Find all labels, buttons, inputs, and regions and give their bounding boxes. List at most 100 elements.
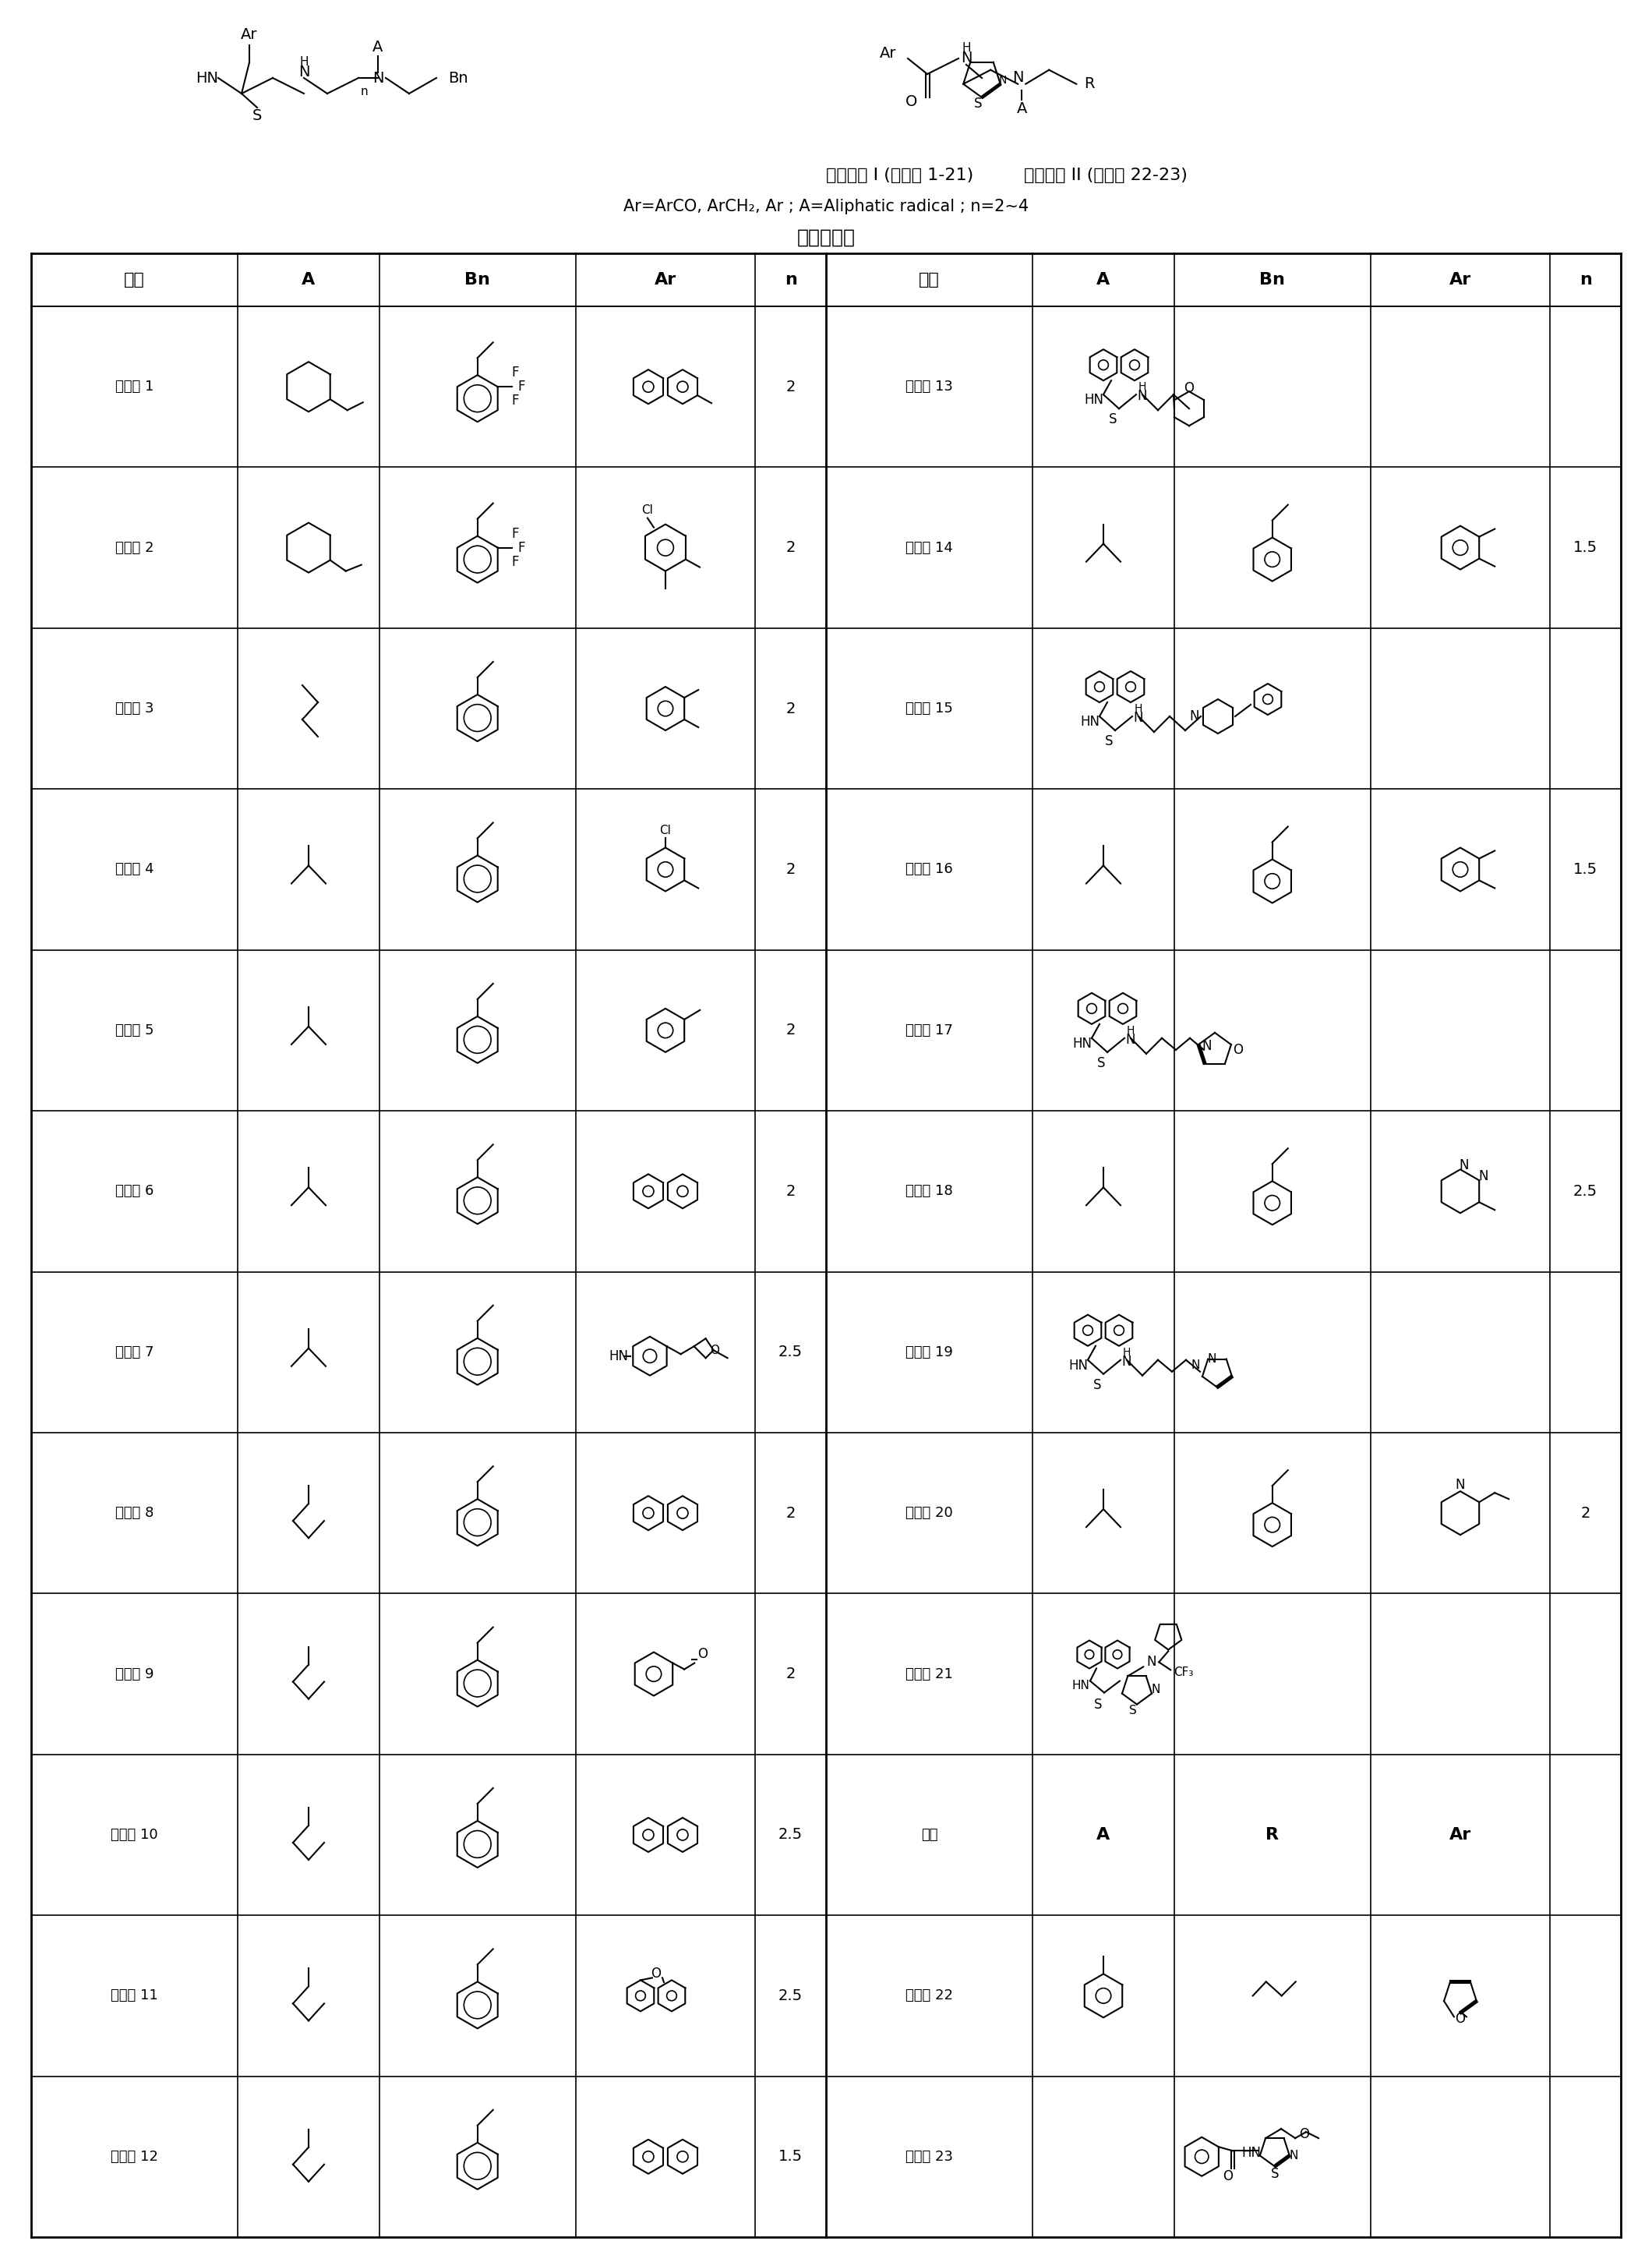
Text: O: O <box>697 1648 707 1661</box>
Text: 化合物 8: 化合物 8 <box>116 1506 154 1520</box>
Text: H: H <box>1127 1025 1135 1036</box>
Text: 样品: 样品 <box>920 1828 938 1841</box>
Text: N: N <box>1203 1039 1213 1052</box>
Text: N: N <box>1189 710 1199 724</box>
Text: 样品: 样品 <box>124 272 145 288</box>
Text: 2: 2 <box>1581 1506 1591 1520</box>
Text: N: N <box>1151 1684 1160 1695</box>
Text: N: N <box>1191 1360 1199 1371</box>
Text: A: A <box>302 272 316 288</box>
Text: O: O <box>651 1967 661 1980</box>
Text: HN: HN <box>1242 2147 1262 2160</box>
Text: n: n <box>785 272 796 288</box>
Text: N: N <box>1289 2149 1298 2163</box>
Text: Ar: Ar <box>1449 1828 1472 1843</box>
Text: S: S <box>1130 1704 1137 1717</box>
Text: O: O <box>905 94 919 108</box>
Text: S: S <box>975 97 981 110</box>
Text: 2: 2 <box>786 1506 796 1520</box>
Text: HN: HN <box>1069 1358 1089 1374</box>
Text: N: N <box>1138 389 1146 402</box>
Text: O: O <box>1232 1043 1244 1057</box>
Text: CF₃: CF₃ <box>1175 1666 1194 1677</box>
Text: 化合物 1: 化合物 1 <box>116 380 154 393</box>
Text: H: H <box>1138 382 1146 391</box>
Text: 2: 2 <box>786 1023 796 1039</box>
Text: F: F <box>510 526 519 542</box>
Text: 2: 2 <box>786 540 796 555</box>
Text: 样品: 样品 <box>919 272 940 288</box>
Text: n: n <box>1579 272 1591 288</box>
Text: 化合物 4: 化合物 4 <box>116 863 154 877</box>
Text: 2.5: 2.5 <box>1573 1185 1597 1198</box>
Text: A: A <box>1097 1828 1110 1843</box>
Text: N: N <box>1455 1477 1465 1493</box>
Text: 2: 2 <box>786 861 796 877</box>
Text: 2.5: 2.5 <box>778 1987 803 2003</box>
Text: 化合物 16: 化合物 16 <box>905 863 953 877</box>
Text: S: S <box>1097 1057 1105 1070</box>
Text: O: O <box>1455 2012 1465 2025</box>
Text: Ar: Ar <box>1449 272 1472 288</box>
Text: F: F <box>517 380 525 393</box>
Text: O: O <box>1300 2127 1310 2142</box>
Text: N: N <box>1208 1353 1216 1365</box>
Text: N: N <box>1479 1169 1488 1182</box>
Text: 化合物 13: 化合物 13 <box>905 380 953 393</box>
Text: 化合物 2: 化合物 2 <box>116 542 154 555</box>
Text: S: S <box>1094 1378 1102 1392</box>
Text: 化合物 19: 化合物 19 <box>905 1344 953 1360</box>
Text: O: O <box>1184 382 1194 396</box>
Text: HN: HN <box>610 1349 628 1362</box>
Text: HN: HN <box>1072 1036 1092 1050</box>
Text: 化合物 21: 化合物 21 <box>905 1668 953 1682</box>
Text: 化合物 15: 化合物 15 <box>905 701 953 715</box>
Text: H: H <box>961 43 971 54</box>
Text: F: F <box>510 366 519 380</box>
Text: S: S <box>253 108 263 124</box>
Text: Cl: Cl <box>659 825 671 836</box>
Text: 化合物 17: 化合物 17 <box>905 1023 953 1036</box>
Text: F: F <box>517 542 525 555</box>
Text: Ar: Ar <box>654 272 676 288</box>
Text: HN: HN <box>1084 393 1104 407</box>
Text: A: A <box>1097 272 1110 288</box>
Text: 2: 2 <box>786 1666 796 1682</box>
Text: R: R <box>1265 1828 1279 1843</box>
Text: N: N <box>372 70 383 85</box>
Text: N: N <box>1013 70 1024 85</box>
Text: H: H <box>1123 1347 1132 1358</box>
Text: 母核结构 II (化合物 22-23): 母核结构 II (化合物 22-23) <box>1024 169 1188 182</box>
Text: 化合物 11: 化合物 11 <box>111 1989 159 2003</box>
Text: N: N <box>999 74 1006 85</box>
Text: n: n <box>360 85 368 99</box>
Text: N: N <box>960 49 971 65</box>
Text: HN: HN <box>1080 715 1100 728</box>
Text: 化合物 20: 化合物 20 <box>905 1506 953 1520</box>
Text: 化合物通式: 化合物通式 <box>796 229 856 247</box>
Text: A: A <box>373 40 383 54</box>
Text: 化合物 6: 化合物 6 <box>116 1185 154 1198</box>
Text: N: N <box>1459 1158 1469 1173</box>
Text: H: H <box>1135 704 1143 715</box>
Text: 化合物 12: 化合物 12 <box>111 2149 159 2163</box>
Text: Bn: Bn <box>448 70 468 85</box>
Text: 化合物 9: 化合物 9 <box>116 1668 154 1682</box>
Text: 化合物 18: 化合物 18 <box>905 1185 953 1198</box>
Text: F: F <box>510 393 519 407</box>
Text: HN: HN <box>1072 1679 1090 1690</box>
Text: A: A <box>1016 101 1028 117</box>
Text: 母核结构 I (化合物 1-21): 母核结构 I (化合物 1-21) <box>826 169 973 182</box>
Text: F: F <box>510 555 519 569</box>
Text: 1.5: 1.5 <box>1573 861 1597 877</box>
Text: Ar: Ar <box>241 27 258 43</box>
Text: 2.5: 2.5 <box>778 1344 803 1360</box>
Text: 2: 2 <box>786 1185 796 1198</box>
Text: Ar=ArCO, ArCH₂, Ar ; A=Aliphatic radical ; n=2~4: Ar=ArCO, ArCH₂, Ar ; A=Aliphatic radical… <box>623 198 1029 214</box>
Text: N: N <box>1125 1032 1135 1048</box>
Text: S: S <box>1094 1697 1102 1711</box>
Text: Ar: Ar <box>881 45 897 61</box>
Text: Cl: Cl <box>641 504 653 517</box>
Text: R: R <box>1084 76 1095 92</box>
Text: 1.5: 1.5 <box>1573 540 1597 555</box>
